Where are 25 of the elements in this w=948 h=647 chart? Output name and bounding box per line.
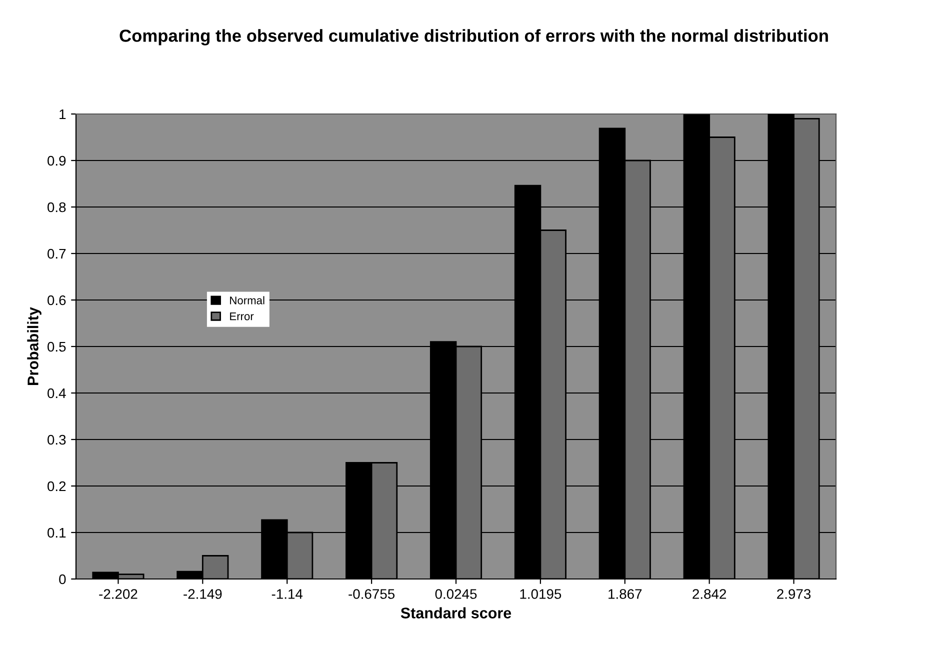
y-tick-label: 0.9 (48, 156, 66, 166)
y-tick-label: 0.8 (48, 202, 66, 212)
y-tick-label: 0.2 (48, 481, 66, 492)
x-tick-label: 0.0245 (435, 589, 477, 599)
y-tick-label: 0 (59, 574, 66, 584)
x-tick-label: 1.867 (608, 589, 642, 599)
y-tick-label: 1 (60, 109, 66, 120)
x-tick-label: -1.14 (272, 589, 303, 599)
x-tick-label: 2.973 (777, 589, 811, 599)
y-tick-label: 0.1 (48, 528, 66, 538)
y-tick-label: 0.3 (48, 434, 66, 445)
y-tick-label: 0.7 (48, 248, 66, 259)
x-axis-title: Standard score (400, 607, 512, 618)
x-tick-label: -2.202 (99, 589, 138, 599)
x-tick-label: 2.842 (692, 589, 726, 599)
y-tick-label: 0.6 (48, 295, 66, 306)
y-tick-label: 0.5 (48, 342, 66, 352)
y-tick-label: 0.4 (48, 388, 66, 398)
chart-title: Comparing the observed cumulative distribution of errors with the normal distribution (120, 29, 828, 46)
y-axis-title: Probability (27, 307, 42, 385)
legend-label: Normal (230, 296, 264, 304)
x-tick-label: -0.6755 (348, 589, 395, 599)
x-tick-label: -2.149 (184, 589, 222, 599)
legend-label: Error (230, 312, 254, 320)
x-tick-label: 1.0195 (520, 589, 562, 599)
